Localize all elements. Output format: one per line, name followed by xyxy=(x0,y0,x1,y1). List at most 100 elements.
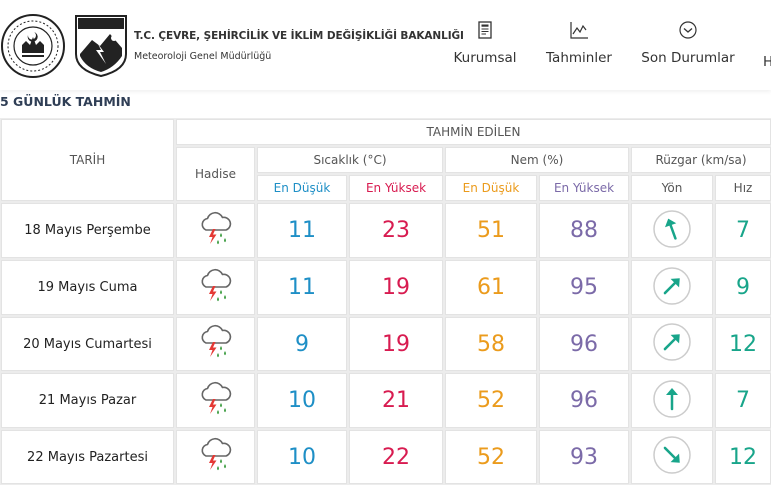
subheader-hum-max: En Yüksek xyxy=(539,175,629,201)
row-hum-max-text: 96 xyxy=(570,388,598,413)
column-group-forecast-text: TAHMİN EDİLEN xyxy=(426,125,521,139)
row-temp-min-text: 11 xyxy=(288,218,316,243)
row-temp-max: 19 xyxy=(349,260,443,315)
row-temp-max-text: 19 xyxy=(382,275,410,300)
column-group-temperature-text: Sıcaklık (°C) xyxy=(313,153,387,167)
row-hum-max: 93 xyxy=(539,430,629,484)
row-hum-min: 51 xyxy=(445,203,537,258)
row-wind-speed-text: 7 xyxy=(736,218,750,243)
row-temp-min: 10 xyxy=(257,430,347,484)
row-hum-min: 58 xyxy=(445,317,537,371)
nav-kurumsal-label: Kurumsal xyxy=(453,50,517,66)
row-wind-speed-text: 7 xyxy=(736,388,750,413)
column-group-wind-text: Rüzgar (km/sa) xyxy=(655,153,747,167)
row-wind-direction xyxy=(631,373,713,428)
column-group-humidity: Nem (%) xyxy=(445,147,629,173)
subheader-wind-speed: Hız xyxy=(715,175,771,201)
column-header-date: TARİH xyxy=(1,119,174,201)
row-wind-speed-text: 12 xyxy=(729,444,757,470)
subheader-temp-max-text: En Yüksek xyxy=(365,181,427,195)
row-hum-max: 96 xyxy=(539,373,629,428)
thunderstorm-rain-icon xyxy=(197,268,235,308)
nav-son-durumlar[interactable]: Son Durumlar xyxy=(640,20,736,76)
row-hum-min: 52 xyxy=(445,373,537,428)
row-temp-max: 23 xyxy=(349,203,443,258)
document-icon xyxy=(478,21,492,39)
row-hum-min-text: 52 xyxy=(477,444,505,470)
column-group-wind: Rüzgar (km/sa) xyxy=(631,147,771,173)
row-wind-speed: 12 xyxy=(715,317,771,371)
row-temp-min: 9 xyxy=(257,317,347,371)
chevron-circle-icon xyxy=(679,21,697,39)
subheader-wind-direction-text: Yön xyxy=(661,181,683,195)
nav-son-durumlar-label: Son Durumlar xyxy=(641,50,735,66)
row-hum-min: 52 xyxy=(445,430,537,484)
wind-direction-arrow-icon xyxy=(652,379,692,423)
row-wind-speed-text: 12 xyxy=(729,331,757,357)
row-temp-max: 19 xyxy=(349,317,443,371)
thunderstorm-rain-icon xyxy=(197,211,235,251)
column-header-event: Hadise xyxy=(176,147,255,201)
section-title: 5 GÜNLÜK TAHMİN xyxy=(0,94,131,109)
subheader-wind-speed-text: Hız xyxy=(733,181,753,195)
wind-direction-arrow-icon xyxy=(652,322,692,366)
subheader-hum-min: En Düşük xyxy=(445,175,537,201)
row-hum-min-text: 51 xyxy=(477,218,505,243)
row-hum-max-text: 96 xyxy=(570,331,598,357)
row-date: 21 Mayıs Pazar xyxy=(1,373,174,428)
row-temp-max: 21 xyxy=(349,373,443,428)
row-event xyxy=(176,203,255,258)
subheader-hum-max-text: En Yüksek xyxy=(553,181,615,195)
department-name: Meteoroloji Genel Müdürlüğü xyxy=(134,51,272,62)
row-date: 20 Mayıs Cumartesi xyxy=(1,317,174,371)
row-date-text: 20 Mayıs Cumartesi xyxy=(23,336,152,352)
row-wind-speed: 12 xyxy=(715,430,771,484)
row-wind-direction xyxy=(631,203,713,258)
nav-partial-item[interactable]: H xyxy=(763,54,771,70)
ministry-logo[interactable] xyxy=(0,13,66,79)
row-date-text: 18 Mayıs Perşembe xyxy=(24,223,151,238)
meteoroloji-logo[interactable] xyxy=(74,14,128,78)
wind-direction-arrow-icon xyxy=(652,435,692,479)
row-hum-min: 61 xyxy=(445,260,537,315)
wind-direction-arrow-icon xyxy=(652,209,692,253)
row-hum-max-text: 95 xyxy=(570,275,598,300)
column-group-humidity-text: Nem (%) xyxy=(510,153,564,167)
column-header-event-text: Hadise xyxy=(195,167,236,181)
thunderstorm-rain-icon xyxy=(197,381,235,421)
wind-direction-arrow-icon xyxy=(652,266,692,310)
nav-kurumsal[interactable]: Kurumsal xyxy=(450,20,520,76)
row-hum-min-text: 58 xyxy=(477,331,505,357)
row-date: 22 Mayıs Pazartesi xyxy=(1,430,174,484)
row-temp-min-text: 10 xyxy=(288,444,316,470)
row-temp-max-text: 22 xyxy=(382,444,410,470)
row-event xyxy=(176,260,255,315)
row-temp-min: 10 xyxy=(257,373,347,428)
row-wind-speed-text: 9 xyxy=(736,275,750,300)
row-temp-min: 11 xyxy=(257,260,347,315)
row-hum-max-text: 93 xyxy=(570,444,598,470)
subheader-temp-min: En Düşük xyxy=(257,175,347,201)
nav-tahminler[interactable]: Tahminler xyxy=(543,20,615,76)
subheader-wind-direction: Yön xyxy=(631,175,713,201)
ministry-name: T.C. ÇEVRE, ŞEHİRCİLİK VE İKLİM DEĞİŞİKL… xyxy=(134,30,464,42)
row-temp-max-text: 19 xyxy=(382,331,410,357)
row-temp-min-text: 11 xyxy=(288,275,316,300)
row-temp-min: 11 xyxy=(257,203,347,258)
row-event xyxy=(176,430,255,484)
subheader-temp-min-text: En Düşük xyxy=(273,181,331,195)
row-event xyxy=(176,373,255,428)
row-wind-direction xyxy=(631,430,713,484)
thunderstorm-rain-icon xyxy=(197,324,235,364)
row-hum-min-text: 52 xyxy=(477,388,505,413)
row-wind-direction xyxy=(631,260,713,315)
column-group-temperature: Sıcaklık (°C) xyxy=(257,147,443,173)
row-hum-min-text: 61 xyxy=(477,275,505,300)
nav-tahminler-label: Tahminler xyxy=(546,50,612,66)
row-date-text: 19 Mayıs Cuma xyxy=(37,280,138,295)
row-hum-max-text: 88 xyxy=(570,218,598,243)
column-header-date-text: TARİH xyxy=(69,153,106,167)
row-hum-max: 95 xyxy=(539,260,629,315)
row-date: 18 Mayıs Perşembe xyxy=(1,203,174,258)
row-temp-min-text: 10 xyxy=(288,388,316,413)
